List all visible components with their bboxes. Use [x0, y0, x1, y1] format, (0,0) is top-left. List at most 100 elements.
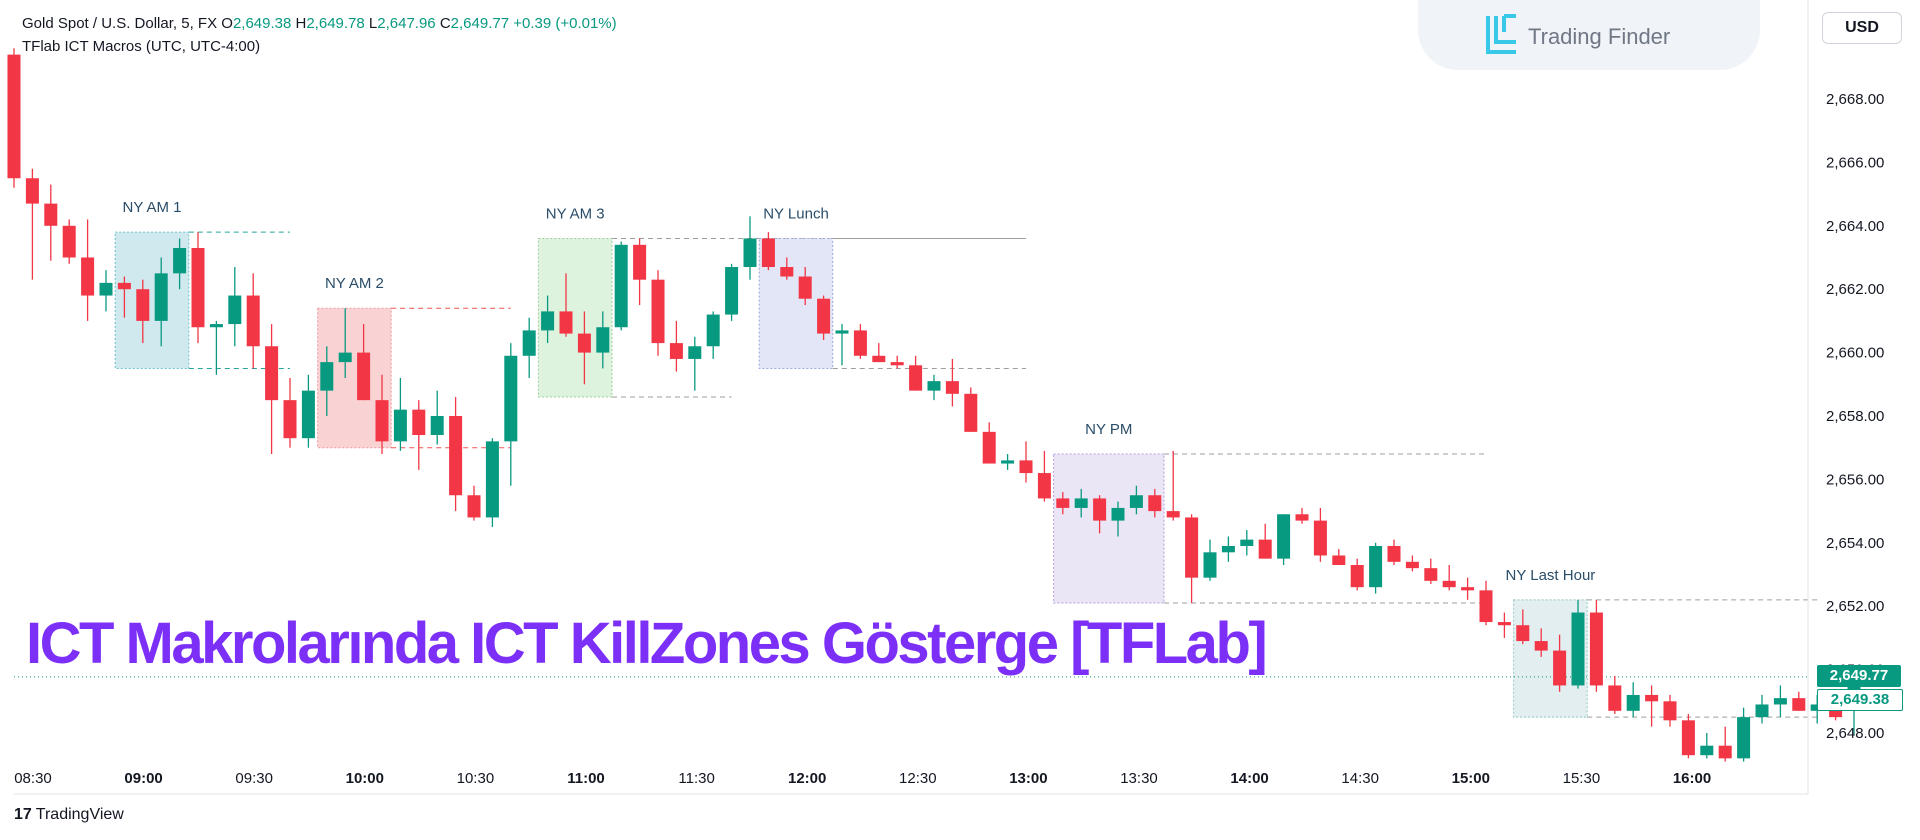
trading-finder-logo-icon: [1486, 14, 1516, 54]
trading-finder-logo-text: Trading Finder: [1528, 24, 1671, 49]
macro-label: NY Lunch: [763, 205, 829, 222]
candle-body: [1461, 587, 1475, 591]
x-tick-label: 14:30: [1341, 770, 1379, 787]
candle-body: [964, 393, 978, 432]
x-tick-label: 10:00: [346, 770, 384, 787]
symbol-ohlc-header: Gold Spot / U.S. Dollar, 5, FX O2,649.38…: [22, 15, 617, 32]
candle-body: [1792, 698, 1806, 711]
candle-body: [320, 362, 334, 391]
candle-body: [338, 352, 352, 363]
x-tick-label: 12:30: [899, 770, 937, 787]
candle-body: [136, 289, 150, 321]
candle-body: [1700, 745, 1714, 756]
y-tick-label: 2,664.00: [1826, 218, 1884, 235]
x-tick-label: 13:30: [1120, 770, 1158, 787]
macro-box: [1053, 453, 1165, 604]
candle-body: [449, 416, 463, 496]
y-tick-label: 2,652.00: [1826, 598, 1884, 615]
candle-body: [743, 238, 757, 268]
ohlc-c-value: 2,649.77: [450, 15, 510, 32]
ohlc-o-label: O: [221, 15, 233, 32]
axes: 2,648.002,650.002,652.002,654.002,656.00…: [14, 0, 1884, 795]
candle-body: [7, 54, 21, 179]
candle-body: [1405, 561, 1419, 569]
overlay-title: ICT Makrolarında ICT KillZones Gösterge …: [26, 611, 1268, 676]
ohlc-c-label: C: [439, 15, 451, 32]
candle-body: [559, 311, 573, 334]
candle-body: [228, 295, 242, 325]
x-tick-label: 10:30: [457, 770, 495, 787]
candle-body: [688, 346, 702, 359]
candle-body: [504, 355, 518, 442]
candle-body: [633, 244, 647, 280]
candle-body: [853, 330, 867, 356]
candle-body: [1221, 545, 1235, 553]
candle-body: [1332, 555, 1346, 565]
candle-body: [1056, 498, 1070, 508]
candle-body: [1589, 612, 1603, 686]
candle-body: [246, 295, 260, 347]
currency-button[interactable]: USD: [1822, 12, 1902, 44]
tradingview-logo-text: TradingView: [35, 806, 124, 823]
close-price-tag: 2,649.77: [1817, 665, 1901, 687]
candle-body: [1534, 641, 1548, 651]
y-tick-label: 2,656.00: [1826, 471, 1884, 488]
candle-body: [1479, 590, 1493, 623]
candle-body: [706, 314, 720, 347]
candle-body: [301, 390, 315, 439]
candle-body: [99, 282, 113, 296]
y-tick-label: 2,658.00: [1826, 408, 1884, 425]
candle-body: [1203, 552, 1217, 578]
candle-body: [1093, 498, 1107, 521]
candle-body: [1185, 517, 1199, 578]
candle-body: [44, 203, 58, 226]
candle-body: [1737, 717, 1751, 759]
x-tick-label: 11:30: [678, 770, 714, 787]
candle-body: [1773, 698, 1787, 705]
y-tick-label: 2,654.00: [1826, 535, 1884, 552]
x-tick-label: 09:30: [235, 770, 273, 787]
macro-label: NY PM: [1085, 421, 1132, 438]
indicator-label[interactable]: TFlab ICT Macros (UTC, UTC-4:00): [22, 38, 261, 55]
candle-body: [522, 330, 536, 356]
x-tick-label: 11:00: [567, 770, 605, 787]
candle-body: [1037, 473, 1051, 499]
candle-body: [945, 381, 959, 394]
candle-body: [1663, 701, 1677, 721]
candle-body: [25, 178, 39, 204]
x-tick-label: 09:00: [124, 770, 162, 787]
tradingview-logo-mark: 17: [14, 806, 32, 823]
y-tick-label: 2,668.00: [1826, 91, 1884, 108]
candle-body: [1313, 520, 1327, 556]
candle-body: [725, 267, 739, 315]
macro-label: NY AM 1: [123, 199, 182, 216]
candle-body: [1369, 545, 1383, 588]
tradingview-logo[interactable]: 17 TradingView: [14, 806, 124, 824]
y-tick-label: 2,662.00: [1826, 281, 1884, 298]
candle-body: [577, 333, 591, 353]
candle-body: [357, 352, 371, 401]
trading-finder-banner: [1418, 0, 1760, 70]
ohlc-h-value: 2,649.78: [306, 15, 365, 32]
candle-body: [1424, 568, 1438, 581]
symbol-label[interactable]: Gold Spot / U.S. Dollar, 5, FX: [22, 15, 218, 32]
candles: [7, 48, 1861, 762]
candle-body: [1516, 625, 1530, 642]
x-tick-label: 15:00: [1452, 770, 1490, 787]
candle-body: [1111, 507, 1125, 521]
x-tick-label: 14:00: [1230, 770, 1268, 787]
candle-body: [1019, 460, 1033, 474]
candle-body: [817, 298, 831, 334]
candle-body: [265, 346, 279, 401]
candle-body: [62, 225, 76, 258]
candle-body: [651, 279, 665, 344]
x-tick-label: 13:00: [1009, 770, 1047, 787]
candle-body: [596, 327, 610, 353]
candle-body: [1681, 720, 1695, 756]
open-price-tag: 2,649.38: [1817, 689, 1903, 711]
candle-body: [1295, 514, 1309, 521]
candle-body: [927, 381, 941, 391]
candle-body: [1240, 539, 1254, 546]
candle-body: [1258, 539, 1272, 559]
